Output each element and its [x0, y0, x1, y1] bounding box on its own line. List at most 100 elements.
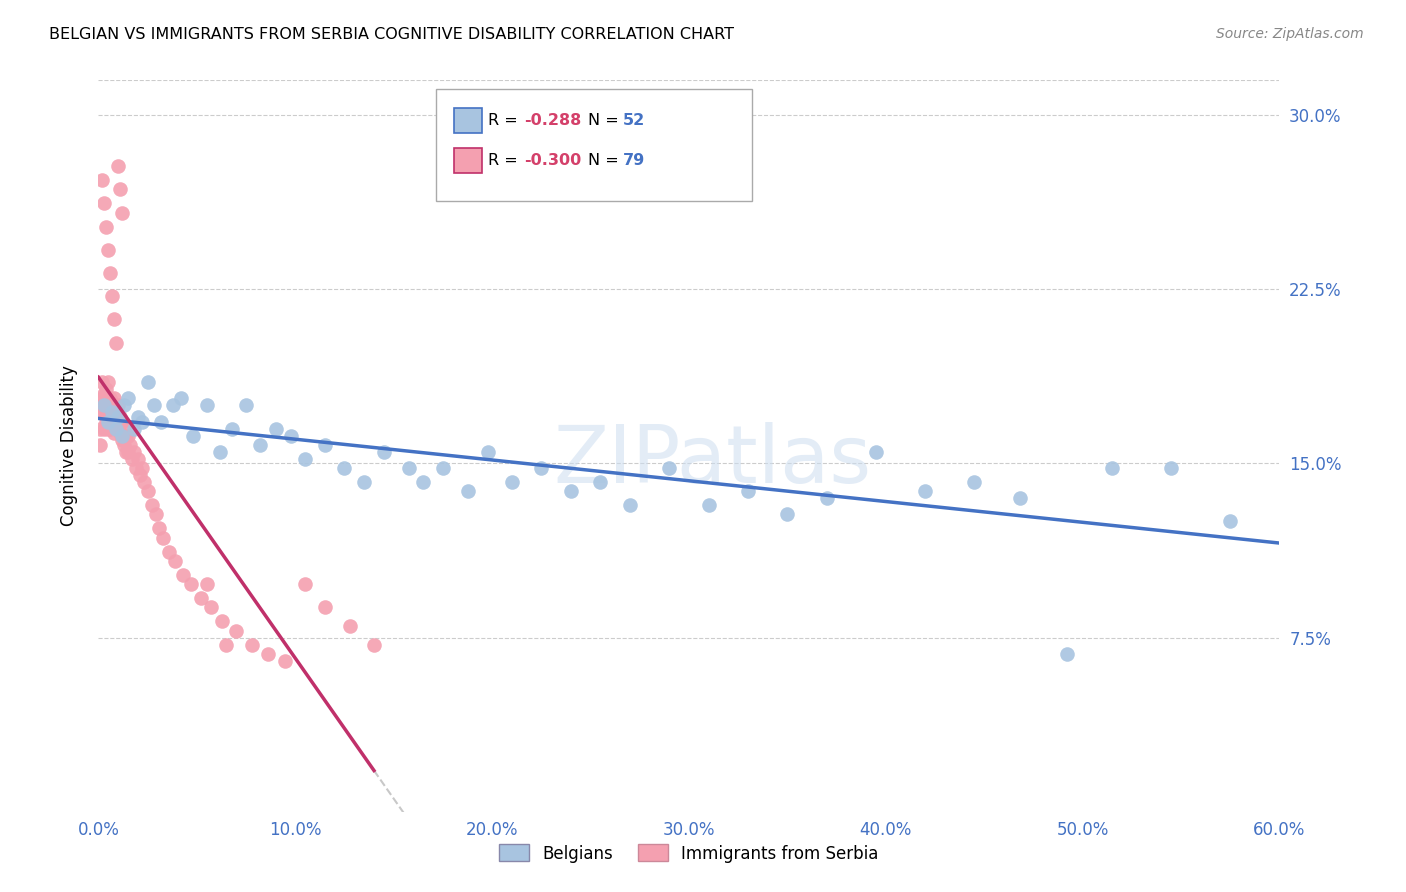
- Point: [96, 382, 118, 396]
- Point: [111, 205, 134, 219]
- Point: [256, 647, 278, 661]
- Point: [314, 438, 336, 452]
- Point: [108, 182, 131, 196]
- Point: [101, 405, 124, 419]
- Text: N =: N =: [588, 113, 624, 128]
- Point: [112, 398, 135, 412]
- Point: [91, 173, 114, 187]
- Point: [97, 421, 120, 435]
- Point: [96, 398, 118, 412]
- Point: [235, 398, 257, 412]
- Text: 52: 52: [623, 113, 645, 128]
- Point: [105, 405, 128, 419]
- Point: [105, 421, 128, 435]
- Point: [865, 445, 887, 459]
- Point: [122, 421, 145, 435]
- Point: [412, 475, 434, 489]
- Point: [97, 415, 120, 429]
- Point: [91, 392, 114, 406]
- Point: [314, 600, 336, 615]
- Point: [225, 624, 247, 638]
- Point: [457, 484, 479, 499]
- Point: [89, 398, 111, 412]
- Point: [294, 577, 316, 591]
- Text: -0.300: -0.300: [524, 153, 582, 168]
- Point: [98, 392, 121, 406]
- Point: [274, 654, 297, 668]
- Point: [97, 375, 120, 389]
- Point: [181, 428, 204, 442]
- Point: [101, 415, 124, 429]
- Point: [294, 451, 316, 466]
- Point: [101, 398, 124, 412]
- Point: [93, 196, 115, 211]
- Point: [180, 577, 202, 591]
- Point: [914, 484, 936, 499]
- Point: [142, 398, 165, 412]
- Point: [105, 421, 128, 435]
- Point: [91, 405, 114, 419]
- Point: [131, 461, 153, 475]
- Point: [221, 421, 243, 435]
- Point: [150, 415, 173, 429]
- Point: [157, 544, 180, 558]
- Point: [111, 433, 134, 447]
- Point: [112, 438, 135, 452]
- Point: [737, 484, 759, 499]
- Point: [152, 531, 174, 545]
- Point: [96, 415, 118, 429]
- Legend: Belgians, Immigrants from Serbia: Belgians, Immigrants from Serbia: [492, 838, 886, 869]
- Point: [89, 421, 111, 435]
- Point: [209, 445, 232, 459]
- Point: [97, 405, 120, 419]
- Point: [107, 409, 129, 424]
- Point: [105, 335, 128, 350]
- Point: [353, 475, 375, 489]
- Point: [98, 421, 121, 435]
- Point: [93, 421, 115, 435]
- Point: [398, 461, 420, 475]
- Text: -0.288: -0.288: [524, 113, 582, 128]
- Point: [963, 475, 986, 489]
- Text: N =: N =: [588, 153, 624, 168]
- Point: [190, 591, 212, 606]
- Point: [200, 600, 222, 615]
- Point: [117, 445, 139, 459]
- Point: [108, 426, 131, 441]
- Point: [815, 491, 838, 506]
- Point: [127, 451, 149, 466]
- Point: [195, 577, 218, 591]
- Point: [93, 398, 115, 412]
- Point: [132, 475, 155, 489]
- Point: [432, 461, 454, 475]
- Point: [98, 266, 121, 280]
- Point: [1219, 515, 1241, 529]
- Text: R =: R =: [488, 113, 523, 128]
- Point: [560, 484, 582, 499]
- Point: [264, 421, 287, 435]
- Point: [115, 445, 138, 459]
- Point: [148, 521, 170, 535]
- Point: [97, 243, 120, 257]
- Point: [131, 415, 153, 429]
- Point: [165, 554, 187, 568]
- Point: [339, 619, 361, 633]
- Point: [141, 498, 163, 512]
- Point: [107, 159, 129, 173]
- Point: [103, 426, 125, 441]
- Point: [373, 445, 395, 459]
- Point: [101, 289, 124, 303]
- Point: [128, 468, 150, 483]
- Point: [91, 375, 114, 389]
- Point: [103, 392, 125, 406]
- Point: [249, 438, 271, 452]
- Point: [111, 415, 134, 429]
- Point: [589, 475, 612, 489]
- Point: [112, 421, 135, 435]
- Point: [93, 386, 115, 401]
- Point: [125, 461, 148, 475]
- Point: [107, 415, 129, 429]
- Point: [111, 428, 134, 442]
- Point: [115, 428, 138, 442]
- Point: [280, 428, 302, 442]
